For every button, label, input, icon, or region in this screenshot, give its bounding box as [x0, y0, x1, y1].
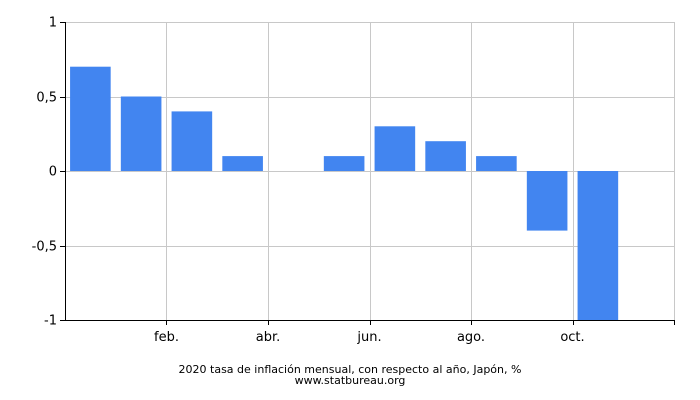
axes	[60, 22, 675, 325]
y-tick-label: -0,5	[32, 240, 57, 255]
bar	[222, 156, 263, 171]
tick-labels: 1 0,5 0 -0,5 -1 feb. abr. jun. ago. oct.	[32, 16, 585, 346]
chart-title: 2020 tasa de inflación mensual, con resp…	[178, 363, 522, 376]
y-tick-label: 0,5	[36, 91, 57, 106]
x-tick-label: feb.	[154, 330, 179, 345]
y-tick-label: -1	[44, 314, 57, 329]
bar	[476, 156, 517, 171]
x-tick-label: oct.	[560, 330, 584, 345]
bar	[120, 96, 162, 171]
bar	[577, 171, 619, 320]
bar	[70, 66, 111, 171]
bar	[425, 141, 466, 171]
x-tick-label: abr.	[256, 330, 281, 345]
bar	[526, 171, 568, 231]
x-tick-label: jun.	[356, 330, 381, 345]
source-url: www.statbureau.org	[294, 374, 406, 387]
x-tick-label: ago.	[457, 330, 485, 345]
bar	[374, 126, 416, 171]
y-tick-label: 1	[49, 16, 57, 31]
bar	[323, 156, 365, 171]
bars	[70, 66, 619, 320]
y-tick-label: 0	[49, 165, 57, 180]
bar	[171, 111, 213, 171]
